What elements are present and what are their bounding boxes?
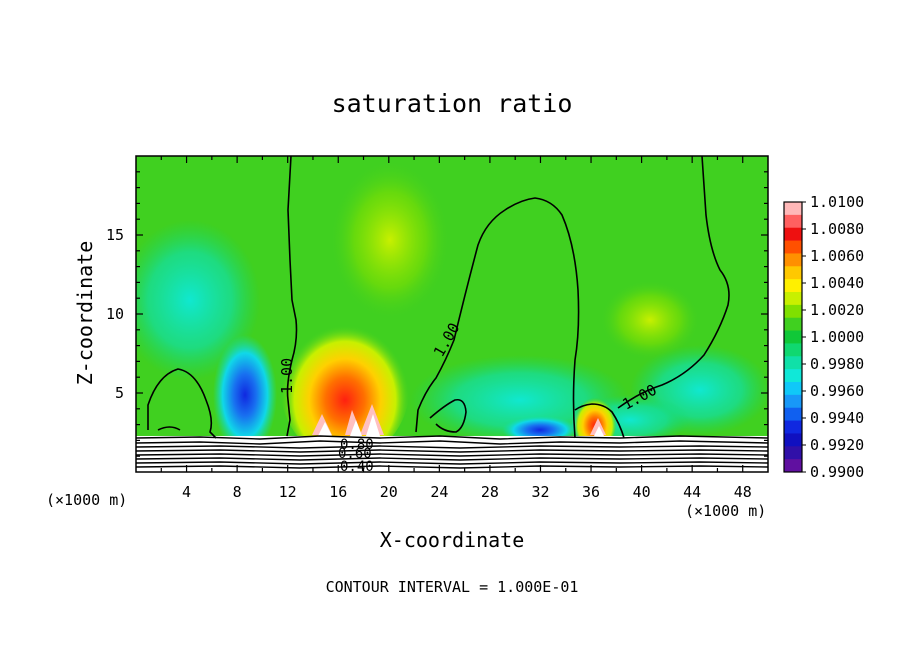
colorbar-label: 1.0080 [810, 220, 864, 238]
contour-line [157, 426, 181, 431]
colorbar-label: 0.9900 [810, 463, 864, 481]
colorbar [783, 201, 806, 473]
y-tick-labels: 5 10 15 [106, 226, 124, 402]
x-tick-label: 28 [481, 483, 499, 501]
y-tick-label: 15 [106, 226, 124, 244]
colorbar-swatch [784, 240, 802, 254]
x-tick-label: 4 [182, 483, 191, 501]
colorbar-swatch [784, 356, 802, 370]
x-tick-label: 8 [233, 483, 242, 501]
cyan-region [600, 280, 700, 360]
colorbar-swatch [784, 317, 802, 332]
colorbar-label: 0.9920 [810, 436, 864, 454]
colorbar-swatch [784, 420, 802, 434]
cyan-region [330, 160, 450, 320]
contour-line [147, 368, 217, 439]
y-tick-label: 5 [115, 384, 124, 402]
colorbar-swatch [784, 330, 802, 344]
contour-label: 0.40 [340, 459, 374, 475]
contour-interval-note: CONTOUR INTERVAL = 1.000E-01 [326, 578, 579, 596]
contour-line [574, 403, 625, 439]
colorbar-label: 1.0040 [810, 274, 864, 292]
contour-line [429, 398, 467, 433]
x-tick-label: 36 [582, 483, 600, 501]
colorbar-swatch [784, 253, 802, 267]
warm-peaks [312, 404, 606, 435]
x-tick-label: 16 [329, 483, 347, 501]
contour-label: 0.80 [340, 437, 374, 453]
colorbar-swatch [784, 304, 802, 319]
blue-region [213, 335, 277, 455]
plot-area [136, 156, 768, 472]
y-axis-label: Z-coordinate [73, 241, 97, 386]
colorbar-swatch [784, 292, 802, 306]
colorbar-swatch [784, 214, 802, 229]
colorbar-swatch [784, 369, 802, 383]
contour-line [415, 197, 580, 439]
x-tick-label: 12 [279, 483, 297, 501]
contour-lines [147, 156, 730, 439]
colorbar-label: 0.9960 [810, 382, 864, 400]
colorbar-swatch [784, 446, 802, 460]
colorbar-swatch [784, 279, 802, 293]
white-peaks [318, 414, 604, 436]
x-tick-label: 40 [633, 483, 651, 501]
colorbar-label: 1.0100 [810, 193, 864, 211]
colorbar-swatch [784, 407, 802, 422]
contour-line [617, 156, 730, 409]
x-tick-label: 32 [531, 483, 549, 501]
x-tick-label: 44 [683, 483, 701, 501]
y-tick-label: 10 [106, 305, 124, 323]
contour-line [286, 156, 298, 437]
colorbar-label: 1.0000 [810, 328, 864, 346]
x-tick-label: 48 [734, 483, 752, 501]
cyan-region [136, 220, 260, 380]
surface-contours [136, 435, 768, 469]
contour-label: 1.00 [278, 358, 296, 394]
colorbar-labels: 1.0100 1.0080 1.0060 1.0040 1.0020 1.0000 0.99… [810, 193, 864, 481]
chart-title: saturation ratio [332, 89, 573, 118]
x-unit-label: (×1000 m) [46, 491, 127, 509]
colorbar-swatch [784, 394, 802, 409]
colorbar-label: 1.0060 [810, 247, 864, 265]
tick-marks [136, 156, 768, 472]
x-tick-label: 24 [430, 483, 448, 501]
colorbar-swatch [784, 202, 802, 216]
colorbar-label: 0.9980 [810, 355, 864, 373]
colorbar-swatch [784, 227, 802, 242]
colorbar-swatch [784, 343, 802, 357]
colorbar-swatch [784, 459, 802, 473]
contour-label: 0.60 [338, 446, 372, 462]
colorbar-label: 0.9940 [810, 409, 864, 427]
x-unit-label-right: (×1000 m) [685, 502, 766, 520]
colorbar-swatch [784, 382, 802, 396]
colorbar-label: 1.0020 [810, 301, 864, 319]
colorbar-swatch [784, 433, 802, 447]
x-tick-label: 20 [380, 483, 398, 501]
x-tick-labels: 4 8 12 16 20 24 28 32 36 40 44 48 [182, 483, 752, 501]
colorbar-swatch [784, 266, 802, 280]
x-axis-label: X-coordinate [380, 528, 525, 552]
